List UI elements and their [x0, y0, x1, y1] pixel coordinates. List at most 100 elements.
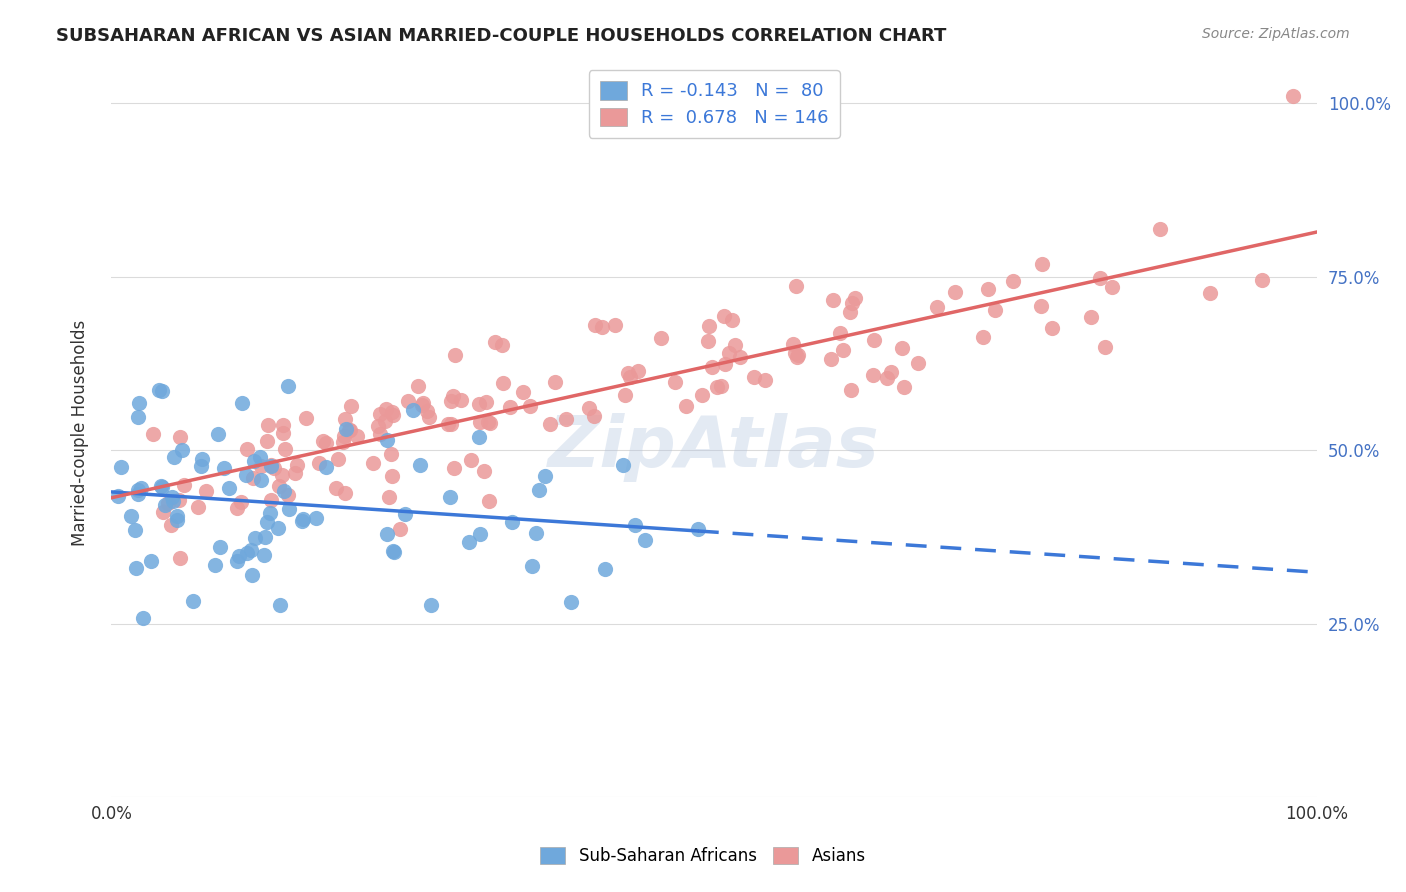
Point: [249, 473, 271, 487]
Point: [1088, 270, 1111, 285]
Point: [242, 471, 264, 485]
Point: [437, 417, 460, 432]
Point: [312, 434, 335, 448]
Point: [619, 370, 641, 384]
Point: [190, 459, 212, 474]
Point: [375, 401, 398, 416]
Point: [484, 334, 506, 349]
Point: [820, 351, 842, 366]
Point: [412, 396, 434, 410]
Point: [603, 318, 626, 332]
Point: [169, 430, 191, 444]
Point: [617, 366, 640, 380]
Point: [243, 531, 266, 545]
Point: [163, 450, 186, 464]
Point: [294, 411, 316, 425]
Point: [1031, 257, 1053, 271]
Point: [1250, 272, 1272, 286]
Point: [381, 405, 404, 419]
Point: [124, 523, 146, 537]
Point: [841, 296, 863, 310]
Point: [148, 383, 170, 397]
Point: [173, 477, 195, 491]
Point: [218, 481, 240, 495]
Point: [253, 548, 276, 562]
Point: [458, 535, 481, 549]
Point: [893, 380, 915, 394]
Point: [333, 429, 356, 443]
Point: [389, 522, 412, 536]
Point: [786, 351, 808, 365]
Point: [305, 510, 328, 524]
Point: [821, 293, 844, 307]
Point: [107, 489, 129, 503]
Point: [396, 393, 419, 408]
Point: [1029, 299, 1052, 313]
Point: [828, 326, 851, 340]
Point: [120, 508, 142, 523]
Point: [229, 495, 252, 509]
Point: [335, 422, 357, 436]
Point: [1281, 89, 1303, 103]
Point: [131, 482, 153, 496]
Point: [183, 593, 205, 607]
Point: [786, 348, 808, 362]
Point: [593, 562, 616, 576]
Point: [675, 399, 697, 413]
Point: [190, 451, 212, 466]
Point: [263, 460, 285, 475]
Point: [512, 385, 534, 400]
Point: [337, 423, 360, 437]
Point: [1101, 280, 1123, 294]
Point: [382, 408, 405, 422]
Point: [527, 483, 550, 497]
Point: [187, 500, 209, 514]
Point: [560, 594, 582, 608]
Text: SUBSAHARAN AFRICAN VS ASIAN MARRIED-COUPLE HOUSEHOLDS CORRELATION CHART: SUBSAHARAN AFRICAN VS ASIAN MARRIED-COUP…: [56, 27, 946, 45]
Point: [256, 434, 278, 449]
Legend: Sub-Saharan Africans, Asians: Sub-Saharan Africans, Asians: [530, 837, 876, 875]
Point: [702, 360, 724, 375]
Point: [315, 459, 337, 474]
Point: [440, 417, 463, 432]
Point: [686, 522, 709, 536]
Point: [839, 383, 862, 397]
Point: [339, 423, 361, 437]
Point: [591, 320, 613, 334]
Point: [501, 515, 523, 529]
Point: [284, 467, 307, 481]
Point: [290, 514, 312, 528]
Point: [1002, 274, 1025, 288]
Point: [468, 397, 491, 411]
Point: [271, 418, 294, 433]
Point: [443, 461, 465, 475]
Point: [544, 375, 567, 389]
Point: [128, 396, 150, 410]
Point: [169, 551, 191, 566]
Point: [419, 598, 441, 612]
Point: [132, 611, 155, 625]
Point: [394, 507, 416, 521]
Point: [278, 501, 301, 516]
Point: [166, 513, 188, 527]
Point: [260, 458, 283, 472]
Point: [277, 379, 299, 393]
Point: [782, 337, 804, 351]
Point: [713, 309, 735, 323]
Point: [292, 512, 315, 526]
Point: [697, 318, 720, 333]
Point: [382, 544, 405, 558]
Point: [624, 517, 647, 532]
Point: [522, 559, 544, 574]
Point: [273, 484, 295, 499]
Point: [972, 329, 994, 343]
Point: [267, 479, 290, 493]
Point: [467, 430, 489, 444]
Point: [783, 346, 806, 360]
Point: [832, 343, 855, 357]
Text: Source: ZipAtlas.com: Source: ZipAtlas.com: [1202, 27, 1350, 41]
Point: [613, 388, 636, 402]
Point: [367, 419, 389, 434]
Point: [440, 393, 463, 408]
Point: [228, 549, 250, 563]
